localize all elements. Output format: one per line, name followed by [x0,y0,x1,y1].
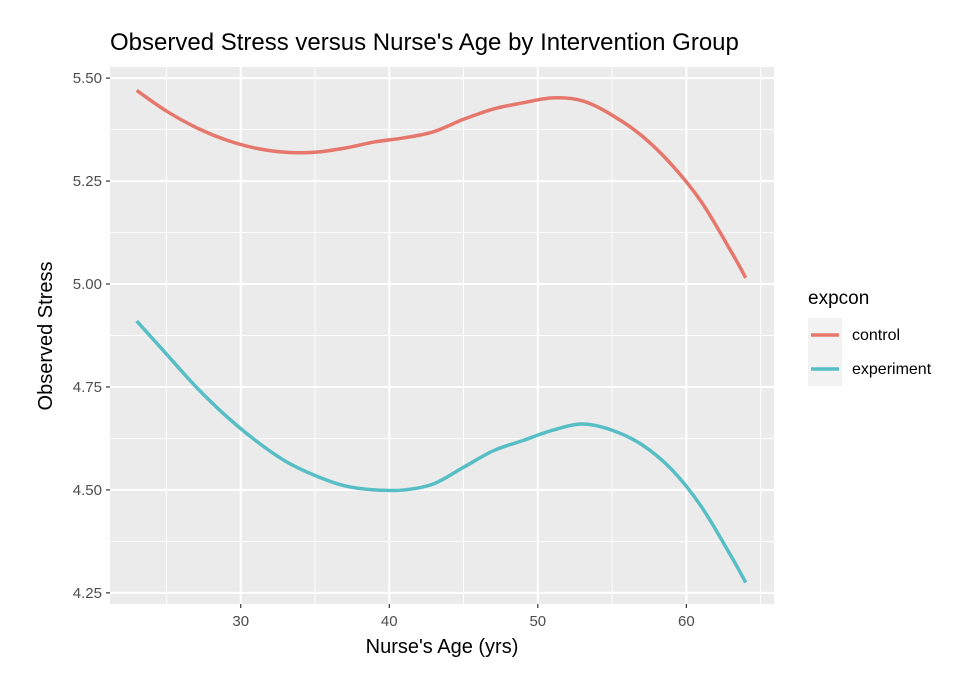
legend-label-experiment: experiment [852,361,932,378]
legend-label-control: control [852,327,900,344]
y-tick-label: 5.50 [73,70,102,87]
y-tick-label: 4.75 [73,379,102,396]
x-axis: 30 40 50 60 [232,604,695,630]
major-grid [110,67,774,604]
x-tick-label: 30 [232,613,249,630]
series-line-control [135,89,748,279]
legend-title: expcon [808,288,869,309]
y-tick-label: 4.50 [73,482,102,499]
y-tick-label: 4.25 [73,585,102,602]
y-tick-label: 5.00 [73,276,102,293]
x-tick-label: 50 [529,613,546,630]
x-tick-label: 40 [381,613,398,630]
y-tick-label: 5.25 [73,173,102,190]
y-axis: 4.25 4.50 4.75 5.00 5.25 5.50 [73,70,110,602]
legend: expcon control experiment [808,288,932,386]
x-axis-title: Nurse's Age (yrs) [366,636,519,658]
x-tick-label: 60 [678,613,695,630]
y-axis-title: Observed Stress [35,262,57,411]
chart-title: Observed Stress versus Nurse's Age by In… [110,29,739,56]
series-lines [135,89,748,584]
series-line-experiment [135,319,748,584]
